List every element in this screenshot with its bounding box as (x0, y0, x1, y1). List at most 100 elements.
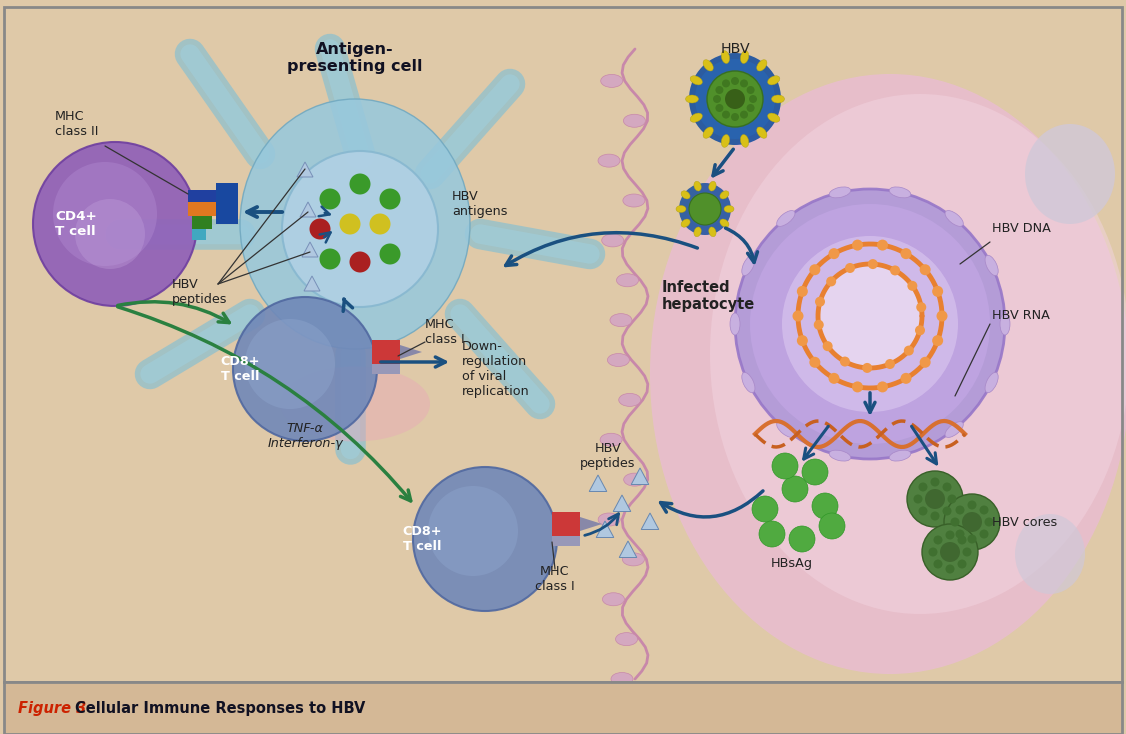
Ellipse shape (722, 51, 730, 63)
Ellipse shape (722, 134, 730, 148)
Circle shape (967, 501, 976, 509)
Circle shape (877, 382, 888, 393)
Ellipse shape (711, 94, 1126, 614)
Text: CD4+
T cell: CD4+ T cell (55, 210, 97, 238)
Ellipse shape (607, 354, 629, 366)
Text: MHC
class I: MHC class I (535, 565, 575, 593)
Circle shape (797, 335, 807, 346)
Circle shape (942, 506, 951, 515)
Circle shape (781, 476, 808, 502)
Polygon shape (297, 162, 313, 177)
Circle shape (349, 173, 370, 195)
Ellipse shape (623, 194, 645, 207)
Circle shape (379, 244, 401, 264)
Text: HBV RNA: HBV RNA (992, 310, 1049, 322)
Circle shape (929, 548, 938, 556)
Circle shape (826, 277, 837, 286)
Circle shape (33, 142, 197, 306)
Text: CD8+
T cell: CD8+ T cell (221, 355, 260, 383)
Circle shape (932, 286, 944, 297)
Circle shape (924, 489, 945, 509)
Text: HBV
peptides: HBV peptides (580, 442, 636, 470)
Ellipse shape (742, 255, 754, 275)
Circle shape (320, 249, 340, 269)
Circle shape (772, 453, 798, 479)
Circle shape (840, 357, 850, 366)
Polygon shape (596, 521, 614, 537)
Circle shape (944, 494, 1000, 550)
Ellipse shape (650, 74, 1126, 674)
Circle shape (922, 524, 978, 580)
Ellipse shape (771, 95, 785, 103)
Circle shape (713, 95, 721, 103)
Ellipse shape (240, 99, 470, 349)
Polygon shape (589, 475, 607, 492)
Circle shape (908, 281, 918, 291)
Polygon shape (216, 183, 238, 224)
Circle shape (962, 512, 982, 532)
Ellipse shape (708, 181, 716, 191)
Circle shape (747, 86, 754, 94)
Polygon shape (372, 351, 400, 364)
Ellipse shape (690, 76, 703, 85)
Polygon shape (300, 202, 316, 217)
Ellipse shape (601, 234, 624, 247)
Bar (5, 682, 1121, 734)
Circle shape (957, 559, 966, 569)
Ellipse shape (1015, 514, 1085, 594)
Text: Down-
regulation
of viral
replication: Down- regulation of viral replication (462, 340, 529, 398)
Ellipse shape (676, 206, 686, 213)
Text: HBV
antigens: HBV antigens (452, 190, 508, 218)
Circle shape (722, 111, 730, 119)
Ellipse shape (681, 219, 690, 228)
Ellipse shape (703, 127, 713, 138)
Circle shape (919, 482, 928, 492)
Circle shape (679, 183, 731, 235)
Polygon shape (304, 276, 320, 291)
Ellipse shape (945, 211, 964, 226)
Ellipse shape (600, 433, 622, 446)
Circle shape (963, 548, 972, 556)
Ellipse shape (694, 227, 701, 236)
Circle shape (245, 319, 336, 409)
Circle shape (731, 77, 739, 85)
Circle shape (829, 373, 840, 384)
Polygon shape (641, 513, 659, 529)
Polygon shape (188, 202, 216, 216)
Polygon shape (193, 216, 212, 229)
Circle shape (428, 486, 518, 576)
Ellipse shape (985, 255, 998, 275)
Text: HBV DNA: HBV DNA (992, 222, 1051, 236)
Circle shape (901, 373, 912, 384)
Polygon shape (188, 190, 216, 202)
Ellipse shape (618, 393, 641, 407)
Polygon shape (619, 541, 637, 558)
Circle shape (802, 459, 828, 485)
Text: TNF-α
Interferon-γ: TNF-α Interferon-γ (267, 422, 342, 450)
Ellipse shape (690, 113, 703, 123)
Circle shape (715, 104, 723, 112)
Circle shape (689, 53, 781, 145)
Ellipse shape (720, 191, 729, 199)
Circle shape (735, 189, 1006, 459)
Circle shape (53, 162, 157, 266)
Circle shape (890, 266, 900, 275)
Polygon shape (400, 345, 422, 359)
Ellipse shape (623, 553, 644, 566)
Circle shape (233, 297, 377, 441)
Ellipse shape (694, 181, 701, 191)
Ellipse shape (985, 372, 998, 393)
Circle shape (340, 214, 360, 234)
Circle shape (789, 526, 815, 552)
Circle shape (930, 512, 939, 520)
Ellipse shape (890, 187, 911, 198)
Ellipse shape (730, 313, 740, 335)
Circle shape (913, 495, 922, 504)
Text: MHC
class II: MHC class II (55, 110, 98, 138)
Circle shape (957, 536, 966, 545)
Circle shape (793, 310, 804, 321)
Polygon shape (302, 242, 318, 257)
Circle shape (868, 259, 878, 269)
Circle shape (413, 467, 557, 611)
Ellipse shape (624, 473, 645, 486)
